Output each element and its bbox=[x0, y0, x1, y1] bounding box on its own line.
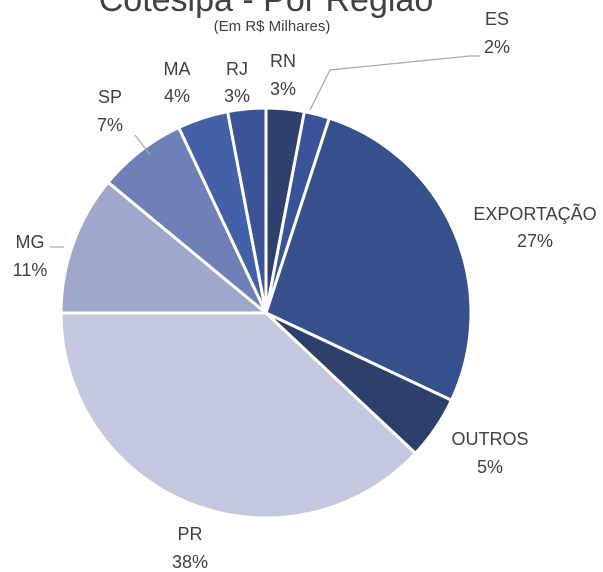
slice-value: 38% bbox=[172, 552, 208, 572]
slice-value: 3% bbox=[270, 79, 296, 99]
leader-line bbox=[134, 134, 151, 156]
slice-label: RN bbox=[270, 51, 296, 71]
slice-value: 2% bbox=[484, 37, 510, 57]
slice-value: 4% bbox=[164, 86, 190, 106]
slice-value: 11% bbox=[13, 260, 48, 280]
slice-value: 7% bbox=[97, 115, 123, 135]
chart-subtitle: (Em R$ Milhares) bbox=[214, 18, 331, 35]
slice-label: MG bbox=[16, 232, 45, 252]
slice-label: SP bbox=[98, 87, 122, 107]
chart-title: Cotesipa - Por Região bbox=[99, 0, 434, 19]
pie-slice bbox=[264, 116, 473, 403]
slice-label: OUTROS bbox=[451, 429, 528, 449]
slice-value: 3% bbox=[224, 86, 250, 106]
slice-value: 5% bbox=[477, 457, 503, 477]
pie-slice bbox=[225, 106, 268, 314]
slice-label: MA bbox=[164, 59, 191, 79]
pie-slice bbox=[59, 180, 271, 315]
slice-value: 27% bbox=[517, 231, 553, 251]
slice-label: ES bbox=[485, 9, 509, 29]
leader-line bbox=[309, 55, 480, 111]
slice-label: PR bbox=[177, 524, 202, 544]
pie-slice bbox=[59, 311, 418, 520]
slice-label: EXPORTAÇÃO bbox=[473, 203, 596, 224]
slice-label: RJ bbox=[226, 59, 248, 79]
